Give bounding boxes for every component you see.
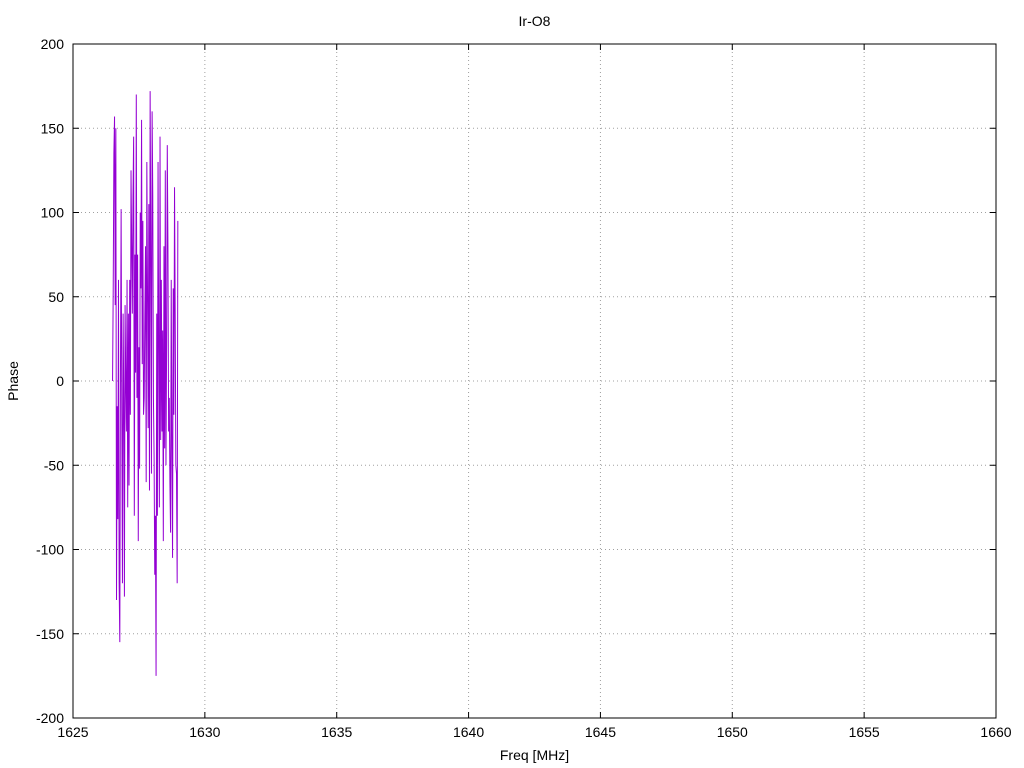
y-tick-label: -200 <box>36 710 64 726</box>
x-tick-label: 1650 <box>717 724 748 740</box>
series-layer <box>112 91 179 676</box>
y-tick-label: 0 <box>56 373 64 389</box>
y-axis-title: Phase <box>5 361 21 401</box>
tick-labels: 1625 1630 1635 1640 1645 1650 1655 1660 -200 -150… <box>36 36 1012 740</box>
x-tick-label: 1660 <box>980 724 1011 740</box>
y-tick-label: -50 <box>44 457 64 473</box>
x-tick-label: 1640 <box>453 724 484 740</box>
x-tick-label: 1630 <box>189 724 220 740</box>
y-tick-label: 100 <box>41 205 65 221</box>
x-tick-label: 1645 <box>585 724 616 740</box>
y-tick-label: -100 <box>36 542 64 558</box>
y-tick-label: 50 <box>48 289 64 305</box>
chart-title: Ir-O8 <box>519 13 551 29</box>
x-tick-label: 1635 <box>321 724 352 740</box>
ticks <box>72 43 997 719</box>
y-tick-label: 150 <box>41 120 65 136</box>
y-tick-label: 200 <box>41 36 65 52</box>
x-axis-title: Freq [MHz] <box>500 747 569 763</box>
y-tick-label: -150 <box>36 626 64 642</box>
phase-series-line <box>112 91 179 676</box>
grid <box>73 44 996 718</box>
x-tick-label: 1655 <box>849 724 880 740</box>
x-tick-label: 1625 <box>57 724 88 740</box>
